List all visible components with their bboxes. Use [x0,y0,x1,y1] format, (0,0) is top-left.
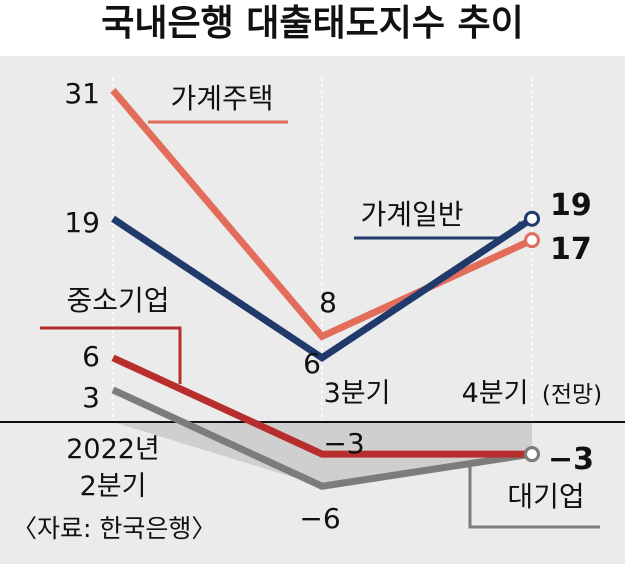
household-housing-line [110,88,534,341]
large-corp-leader [468,462,600,529]
household-general-label-mid: 6 [303,347,321,380]
household-housing-label-mid: 8 [319,286,337,319]
household-general-label-end: 19 [550,188,592,223]
large-corp-line [111,386,533,490]
household-general-end-marker [524,210,540,227]
x-tick-q4: 4분기 [462,378,529,409]
x-tick-q3: 3분기 [324,378,391,409]
x-tick-q4-outlook: (전망) [542,382,602,408]
household-general-line [111,215,534,363]
sme-label-mid: −3 [323,427,364,460]
household-housing-label-end: 17 [550,232,592,267]
sme-label-start: 6 [82,340,100,373]
household-housing-name: 가계주택 [170,82,273,115]
source-note: 〈자료: 한국은행〉 [12,514,216,543]
household-housing-label-start: 31 [64,77,100,110]
household-general-name: 가계일반 [360,198,463,231]
large-corp-name: 대기업 [507,480,584,513]
household-general-label-start: 19 [64,206,100,239]
chart-title: 국내은행 대출태도지수 추이 [0,0,625,48]
x-tick-2022-line2: 2분기 [80,471,147,502]
large-corp-label-mid: −6 [299,502,340,535]
household-general-leader [354,220,523,240]
x-tick-2022-line1: 2022년 [66,434,160,465]
household-housing-end-marker [524,232,540,249]
sme-line [111,354,532,458]
large-corp-end-marker [524,446,540,463]
sme-label-end: −3 [548,442,594,477]
large-corp-label-start: 3 [82,381,100,414]
sme-leader [40,326,182,384]
sme-name: 중소기업 [66,284,169,317]
